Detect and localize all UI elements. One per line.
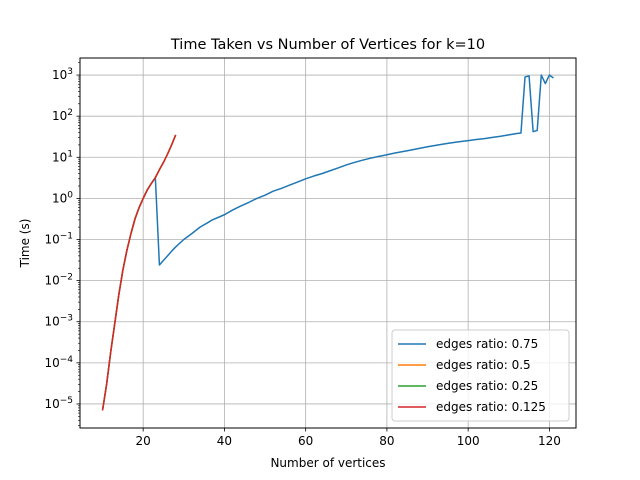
legend-label: edges ratio: 0.5: [436, 358, 531, 372]
y-tick-label: 102: [52, 108, 73, 123]
chart-title: Time Taken vs Number of Vertices for k=1…: [170, 37, 485, 53]
legend-box: [391, 329, 570, 422]
y-tick-label: 10−5: [44, 396, 73, 411]
plot-frame: [79, 57, 577, 429]
x-axis-label: Number of vertices: [270, 456, 385, 470]
x-tick-label: 80: [379, 434, 394, 448]
gridlines: [80, 58, 576, 428]
legend: edges ratio: 0.75 edges ratio: 0.5 edges r…: [391, 329, 570, 422]
y-tick-label: 101: [52, 149, 73, 164]
legend-label: edges ratio: 0.75: [436, 337, 538, 351]
series-line-3: [101, 134, 177, 411]
x-tick-label: 60: [298, 434, 313, 448]
x-tick-label: 100: [457, 434, 480, 448]
ticks: 20 40 60 80 100 120 10−5 10−4 10−3 10−2 10−1 100 101…: [44, 62, 561, 448]
series-layer: [101, 74, 554, 411]
x-tick-label: 20: [136, 434, 151, 448]
x-tick-label: 40: [217, 434, 232, 448]
legend-label: edges ratio: 0.25: [436, 379, 538, 393]
legend-label: edges ratio: 0.125: [436, 400, 546, 414]
y-tick-label: 10−3: [44, 314, 73, 329]
y-tick-label: 103: [52, 67, 73, 82]
x-tick-label: 120: [538, 434, 561, 448]
y-axis-label: Time (s): [18, 219, 32, 269]
y-tick-label: 10−2: [44, 273, 73, 288]
y-tick-label: 10−1: [44, 232, 73, 247]
y-tick-label: 100: [52, 190, 73, 205]
y-tick-label: 10−4: [44, 355, 73, 370]
